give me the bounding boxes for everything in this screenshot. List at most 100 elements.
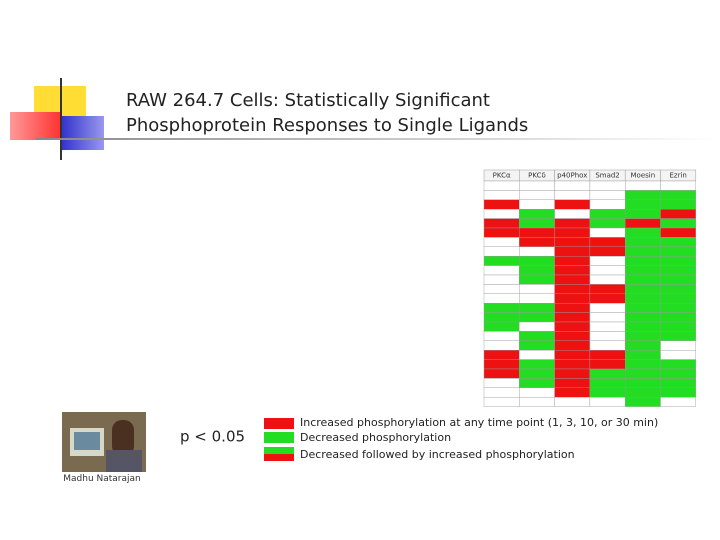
cell [554, 368, 591, 379]
cell [660, 199, 696, 210]
cell [483, 199, 520, 210]
cell [554, 265, 591, 276]
cell [625, 378, 661, 388]
cell [589, 368, 626, 379]
cell [625, 246, 661, 257]
cell [554, 303, 591, 313]
title-rule [36, 138, 720, 140]
cell [589, 265, 626, 276]
cell [589, 378, 626, 388]
cell [589, 303, 626, 313]
cell [660, 387, 696, 398]
cell [589, 331, 626, 341]
cell [625, 293, 661, 304]
cell [554, 237, 591, 247]
legend-swatch [264, 447, 294, 454]
cell [554, 190, 591, 200]
cell [483, 246, 520, 257]
photo-caption: Madhu Natarajan [63, 474, 141, 484]
cell [483, 368, 520, 379]
threshold: p < 0.05 [180, 428, 245, 446]
cell [519, 284, 555, 294]
cell [625, 284, 661, 294]
cell [519, 227, 555, 238]
cell [483, 274, 520, 285]
cell [554, 350, 591, 360]
cell [554, 378, 591, 388]
cell [660, 331, 696, 341]
cell [519, 359, 555, 370]
cell [519, 331, 555, 341]
cell [519, 190, 555, 200]
cell [660, 190, 696, 200]
column-header: Ezrin [669, 172, 686, 180]
deco-square [10, 112, 60, 140]
cell [660, 274, 696, 285]
cell [660, 237, 696, 247]
legend-label: Decreased phosphorylation [300, 431, 451, 444]
cell [660, 321, 696, 332]
cell [625, 199, 661, 210]
cell [554, 256, 591, 266]
cell [589, 208, 626, 219]
cell [660, 218, 696, 229]
photo [62, 412, 146, 472]
cell [660, 180, 696, 191]
cell [625, 180, 661, 191]
cell [660, 256, 696, 266]
cell [554, 227, 591, 238]
legend-swatch [264, 432, 294, 443]
cell [519, 397, 555, 407]
cell [660, 368, 696, 379]
cell [660, 284, 696, 294]
cell [483, 331, 520, 341]
cell [554, 321, 591, 332]
cell [625, 340, 661, 351]
cell [554, 284, 591, 294]
phospho-table: PKCα PKCδ p40Phox Smad2 Moesin Ezrin [483, 169, 697, 407]
cell [483, 321, 520, 332]
cell [483, 340, 520, 351]
cell [589, 199, 626, 210]
cell [483, 227, 520, 238]
cell [625, 256, 661, 266]
cell [554, 331, 591, 341]
cell [483, 284, 520, 294]
column-header: PKCα [493, 172, 511, 180]
cell [589, 321, 626, 332]
cell [625, 331, 661, 341]
cell [519, 321, 555, 332]
cell [554, 387, 591, 398]
cell [483, 293, 520, 304]
cell [554, 246, 591, 257]
cell [519, 303, 555, 313]
cell [483, 265, 520, 276]
cell [554, 340, 591, 351]
cell [589, 237, 626, 247]
cell [483, 312, 520, 323]
cell [554, 293, 591, 304]
cell [589, 397, 626, 407]
cell [483, 350, 520, 360]
cell [589, 227, 626, 238]
cell [660, 265, 696, 276]
cell [589, 387, 626, 398]
cell [519, 274, 555, 285]
cell [554, 274, 591, 285]
cell [519, 387, 555, 398]
cell [589, 284, 626, 294]
cell [519, 368, 555, 379]
cell [660, 227, 696, 238]
cell [519, 265, 555, 276]
cell [554, 180, 591, 191]
cell [660, 312, 696, 323]
cell [519, 312, 555, 323]
cell [589, 218, 626, 229]
cell [483, 387, 520, 398]
cell [589, 180, 626, 191]
cell [660, 378, 696, 388]
cell [625, 359, 661, 370]
cell [519, 378, 555, 388]
cell [483, 397, 520, 407]
cell [554, 199, 591, 210]
